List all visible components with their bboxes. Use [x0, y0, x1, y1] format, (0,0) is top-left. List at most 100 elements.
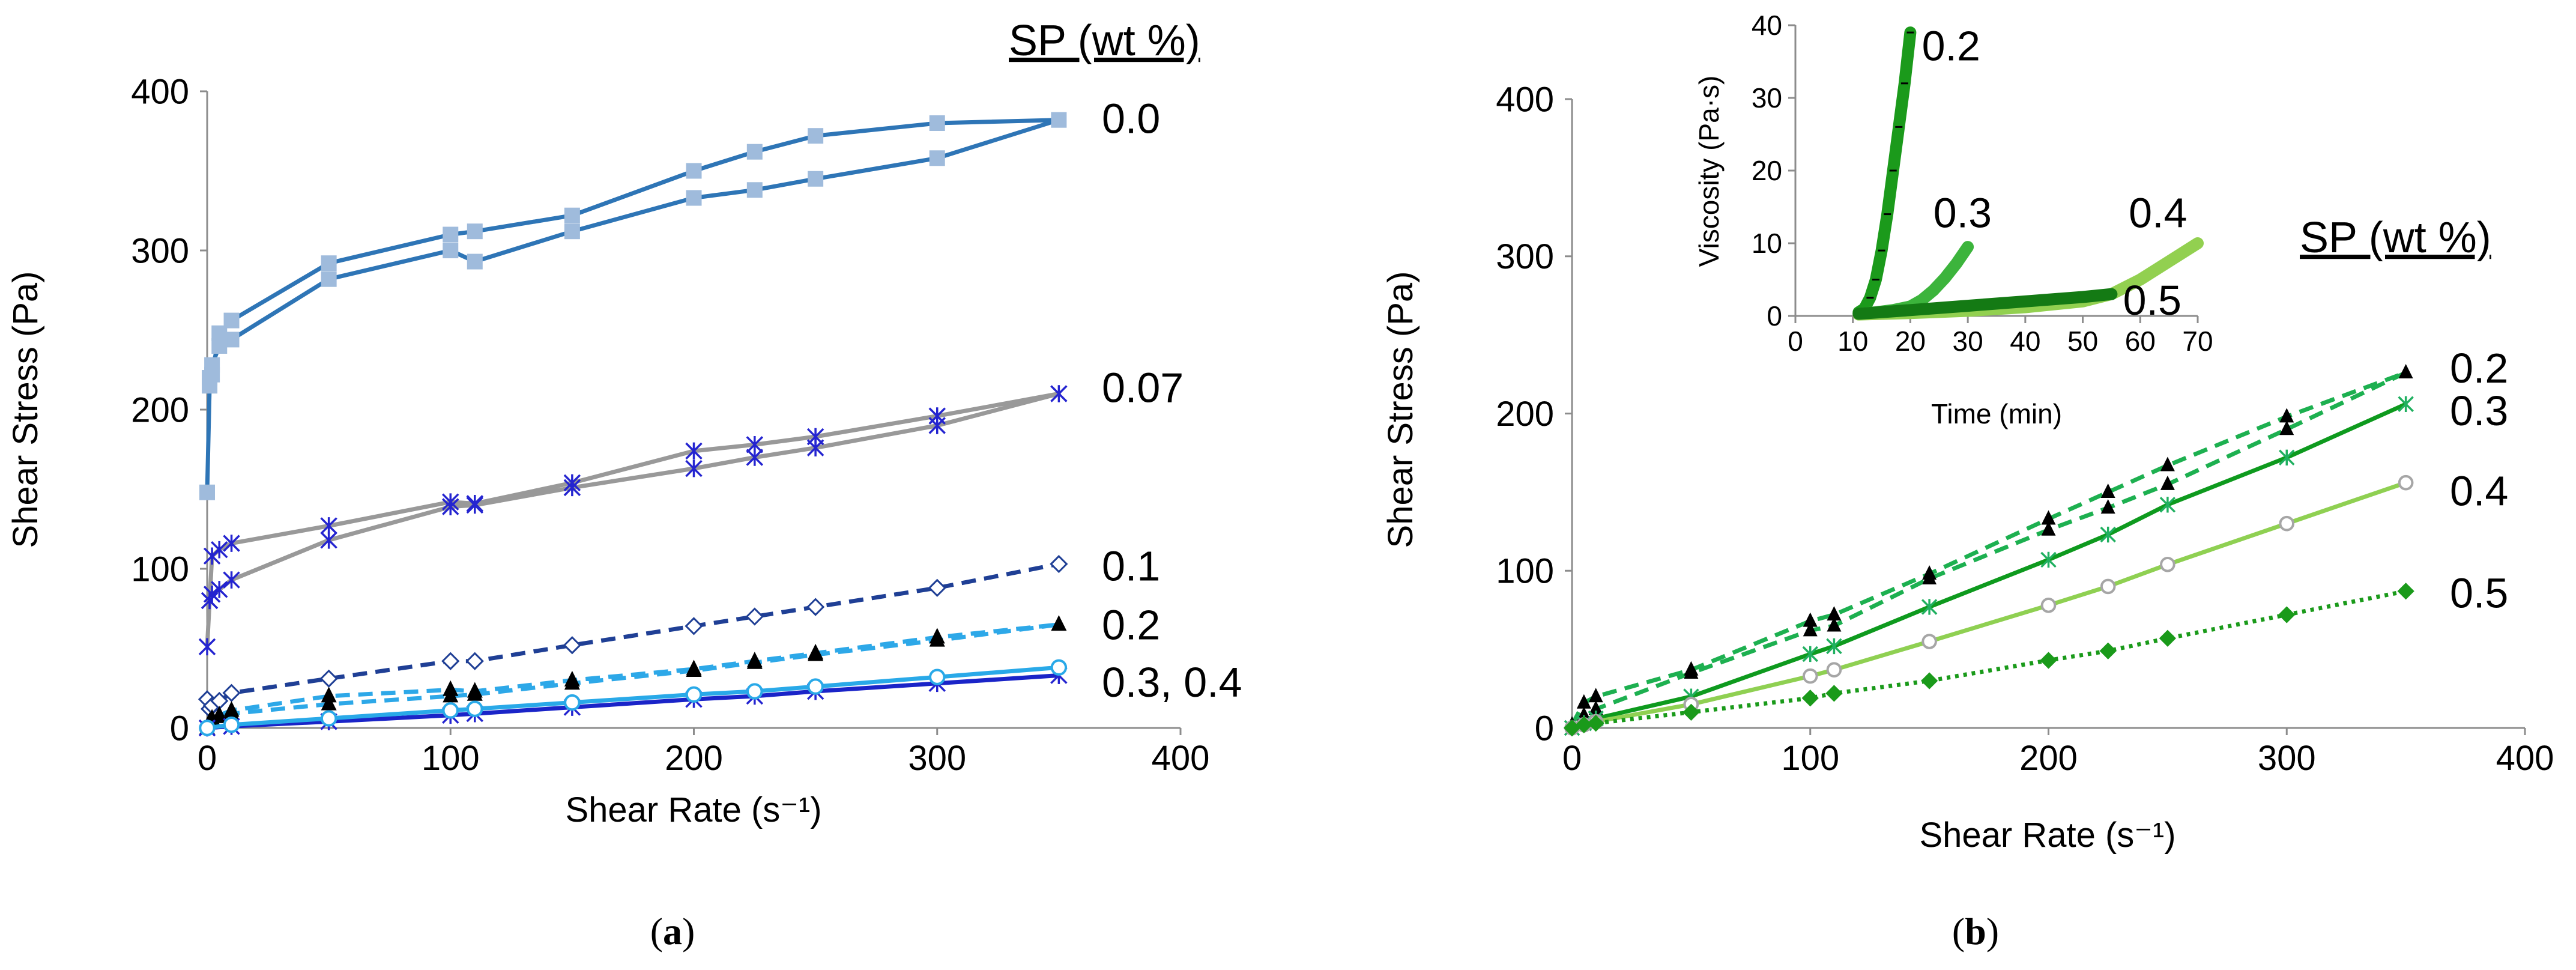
panel-b-data-point: [2041, 510, 2056, 525]
panel-b-data-point: [2160, 475, 2175, 490]
panel-b-series-label: 0.4: [2450, 467, 2508, 514]
panel-a-data-point: [746, 653, 763, 669]
panel-b-data-point: [2100, 499, 2115, 514]
panel-b-x-tick-label: 300: [2258, 739, 2316, 778]
panel-a-series-label: 0.07: [1102, 365, 1184, 411]
inset-series-label: 0.2: [1922, 22, 1980, 69]
panel-b-data-point: [2398, 474, 2414, 491]
panel-b-data-point: [1802, 646, 1818, 662]
panel-a-y-tick-label: 100: [131, 550, 189, 589]
panel-a-data-point: [441, 652, 460, 670]
panel-a-data-point: [443, 226, 459, 243]
panel-a-data-point: [223, 312, 240, 329]
inset-y-tick-label: 30: [1752, 82, 1782, 114]
panel-a-data-point: [1051, 615, 1067, 631]
panel-a-data-point: [443, 687, 459, 703]
panel-a-x-tick-label: 0: [198, 739, 217, 778]
panel-a-data-point: [320, 710, 337, 727]
panel-a-data-point: [686, 190, 702, 206]
panel-b-data-point: [1683, 703, 1700, 721]
panel-a-data-point: [746, 144, 763, 160]
panel-b-data-point: [2100, 578, 2116, 595]
panel-a-data-point: [223, 717, 240, 733]
panel-b-data-point: [1921, 634, 1937, 649]
inset-x-tick-label: 40: [2010, 326, 2040, 357]
panel-a-data-point: [685, 442, 703, 460]
panel-b-data-point: [2040, 551, 2057, 568]
panel-a-data-point: [222, 684, 241, 702]
panel-a-data-point: [211, 541, 228, 559]
panel-b-data-point: [2100, 526, 2116, 543]
panel-a-data-point: [564, 694, 581, 711]
panel-b-y-tick-label: 200: [1496, 395, 1554, 434]
panel-a-data-point: [928, 417, 946, 434]
panel-a-data-point: [685, 686, 703, 703]
panel-b-y-tick-label: 100: [1496, 552, 1554, 591]
panel-a-label: (a): [650, 910, 695, 953]
panel-a-series-label: 0.0: [1102, 95, 1160, 142]
panel-b-data-point: [1576, 706, 1591, 721]
panel-b-data-point: [1684, 664, 1699, 679]
panel-a-data-point: [564, 223, 580, 240]
panel-b-data-point: [1588, 688, 1603, 703]
panel-a-series-label: 0.1: [1102, 542, 1160, 589]
panel-a-data-point: [928, 578, 946, 597]
panel-b-data-point: [2398, 396, 2414, 413]
panel-a-series-line-0-2: [205, 622, 1061, 729]
panel-a-data-point: [467, 223, 483, 240]
inset-y-tick-label: 20: [1752, 155, 1782, 186]
panel-a-data-point: [564, 674, 580, 690]
inset-x-tick-label: 50: [2067, 326, 2098, 357]
panel-a-data-point: [929, 631, 945, 647]
panel-a-data-point: [321, 694, 337, 711]
panel-a-data-point: [563, 479, 581, 497]
panel-b-data-point: [2398, 364, 2413, 379]
panel-a-y-tick-label: 0: [170, 709, 189, 748]
panel-b-data-point: [2279, 449, 2295, 466]
panel-b-data-point: [1576, 694, 1591, 709]
panel-b-x-tick-label: 0: [1562, 739, 1582, 778]
panel-a-chart: 0 100 200 300 400 0 100 200 300 400 0.0 0.07 0.1 0.2…: [6, 17, 1242, 953]
panel-a-data-point: [685, 617, 703, 635]
panel-a-data-point: [806, 598, 825, 616]
inset-series-label: 0.3: [1934, 190, 1992, 237]
panel-a-series-label: 0.2: [1102, 601, 1160, 648]
panel-b-data-point: [1921, 599, 1938, 615]
panel-a-x-tick-label: 400: [1152, 739, 1210, 778]
inset-x-tick-label: 30: [1953, 326, 1983, 357]
panel-b-series-line-0-2: [1570, 370, 2408, 726]
panel-a-data-point: [199, 720, 216, 736]
inset-x-axis-title: Time (min): [1931, 398, 2062, 429]
inset-y-tick-label: 10: [1752, 228, 1782, 259]
inset-series-0-2: [1852, 26, 1917, 318]
panel-a-data-point: [199, 484, 215, 500]
panel-b-series-line-0-5: [1571, 589, 2407, 730]
panel-a-data-point: [211, 338, 228, 354]
panel-a-x-tick-label: 100: [422, 739, 480, 778]
panel-b-data-point: [1587, 715, 1604, 732]
panel-b-data-point: [2397, 583, 2414, 600]
inset-y-tick-label: 0: [1767, 300, 1782, 332]
panel-b-y-tick-label: 0: [1535, 709, 1554, 748]
panel-b-data-point: [1922, 569, 1937, 584]
panel-b-data-point: [2099, 642, 2117, 659]
panel-b-data-point: [1826, 638, 1842, 655]
panel-a-data-point: [686, 163, 702, 179]
panel-a-data-point: [465, 652, 484, 670]
panel-b-legend-title: SP (wt %): [2300, 214, 2491, 262]
panel-a-data-point: [746, 182, 763, 198]
panel-b-data-point: [2160, 556, 2175, 572]
panel-a-data-point: [320, 517, 337, 535]
panel-a-x-tick-label: 300: [908, 739, 966, 778]
panel-b-data-point: [1826, 662, 1842, 677]
panel-a-data-point: [467, 253, 483, 270]
panel-a-data-point: [808, 645, 824, 661]
panel-a-data-point: [223, 571, 240, 589]
inset-y-tick-label: 40: [1752, 10, 1782, 41]
panel-a-data-point: [198, 638, 216, 656]
panel-a-x-tick-label: 200: [665, 739, 723, 778]
panel-a-data-point: [1051, 112, 1067, 128]
panel-a-data-point: [211, 581, 228, 598]
panel-b-data-point: [1827, 606, 1842, 621]
